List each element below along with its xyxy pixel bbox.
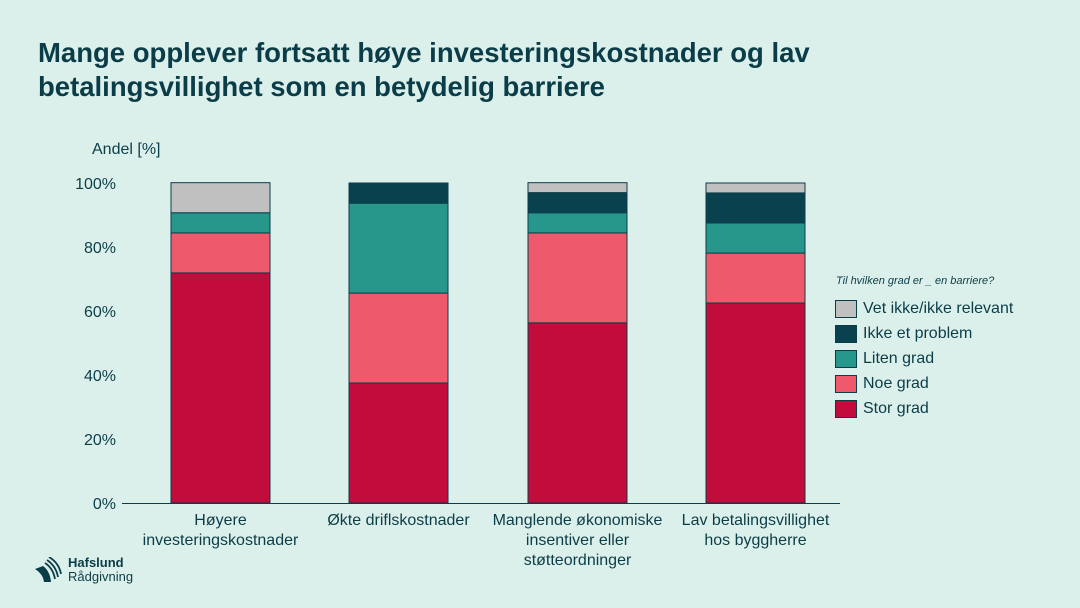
bar-segment-ikke-et-problem — [348, 182, 449, 204]
logo-line1: Hafslund — [68, 555, 124, 570]
bar-segment-stor-grad — [527, 322, 628, 504]
y-tick-label: 80% — [84, 240, 116, 257]
legend-label: Noe grad — [863, 375, 929, 392]
legend-swatch — [835, 300, 857, 318]
legend-item: Stor grad — [835, 400, 929, 418]
y-tick-label: 60% — [84, 304, 116, 321]
bar-segment-vet-ikke-ikke-relevant — [705, 182, 806, 194]
legend-swatch — [835, 350, 857, 368]
x-category-label: Manglende økonomiske insentiver eller støt… — [493, 512, 663, 569]
legend-label: Vet ikke/ikke relevant — [863, 300, 1014, 317]
bar-segment-stor-grad — [348, 382, 449, 504]
hafslund-logo: Hafslund Rådgivning — [34, 556, 133, 584]
bar-segment-vet-ikke-ikke-relevant — [170, 182, 271, 214]
chart-title: Mange opplever fortsatt høye investering… — [38, 37, 810, 102]
legend-swatch — [835, 375, 857, 393]
bar-segment-noe-grad — [527, 232, 628, 324]
bar-segment-liten-grad — [170, 212, 271, 234]
legend-label: Liten grad — [863, 350, 935, 367]
legend-item: Ikke et problem — [835, 325, 972, 343]
x-category-label: Høyere investeringskostnader — [143, 512, 299, 549]
legend-item: Noe grad — [835, 375, 929, 393]
x-category-label: Økte driflskostnader — [327, 512, 470, 529]
bar-segment-liten-grad — [348, 202, 449, 294]
bar-segment-vet-ikke-ikke-relevant — [527, 182, 628, 194]
y-axis-label: Andel [%] — [92, 141, 161, 158]
x-category-label: Lav betalingsvillighet hos byggherre — [682, 512, 830, 549]
y-tick-label: 0% — [93, 496, 116, 513]
legend-title: Til hvilken grad er _ en barriere? — [836, 275, 995, 287]
legend-label: Ikke et problem — [863, 325, 973, 342]
y-tick-label: 20% — [84, 432, 116, 449]
y-tick-label: 100% — [75, 176, 116, 193]
bar-segment-stor-grad — [170, 272, 271, 504]
legend-swatch — [835, 400, 857, 418]
logo-line2: Rådgivning — [68, 569, 134, 584]
bar-segment-noe-grad — [170, 232, 271, 274]
bar-segment-stor-grad — [705, 302, 806, 504]
y-tick-label: 40% — [84, 368, 116, 385]
bar-segment-liten-grad — [705, 222, 806, 254]
legend-item: Liten grad — [835, 350, 934, 368]
bar-segment-liten-grad — [527, 212, 628, 234]
bar-segment-ikke-et-problem — [527, 192, 628, 214]
legend-label: Stor grad — [863, 400, 929, 417]
legend-item: Vet ikke/ikke relevant — [835, 300, 1013, 318]
bar-segment-ikke-et-problem — [705, 192, 806, 224]
logo-waves-icon — [35, 557, 62, 582]
legend-swatch — [835, 325, 857, 343]
bar-segment-noe-grad — [348, 292, 449, 384]
bar-segment-noe-grad — [705, 252, 806, 304]
